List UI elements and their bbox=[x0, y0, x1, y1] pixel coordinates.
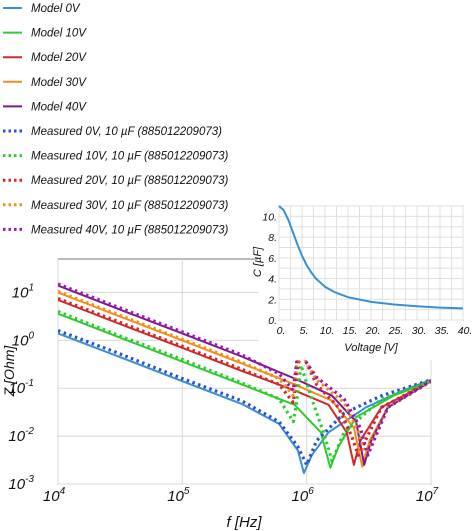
x-tick-label: 104 bbox=[43, 486, 66, 505]
y-tick-label: 100 bbox=[12, 330, 35, 349]
legend-label: Model 30V bbox=[31, 77, 87, 89]
legend-item: Measured 30V, 10 µF (885012209073) bbox=[3, 200, 229, 212]
inset-x-tick-label: 15. bbox=[343, 325, 358, 337]
legend-label: Model 0V bbox=[31, 3, 81, 15]
inset-x-tick-label: 35. bbox=[435, 325, 450, 337]
inset-x-tick-label: 25. bbox=[388, 325, 404, 337]
y-tick-labels: 10-3 10-2 10-1 100 101 bbox=[8, 282, 34, 493]
inset-x-tick-label: 0. bbox=[277, 325, 286, 337]
legend-item: Model 40V bbox=[3, 101, 87, 113]
inset-grid bbox=[278, 205, 464, 321]
inset-x-tick-labels: 0. 5. 10. 15. 20. 25. 30. 35. 40. bbox=[277, 325, 473, 337]
legend-label: Measured 30V, 10 µF (885012209073) bbox=[31, 200, 229, 212]
x-axis-label: f [Hz] bbox=[226, 514, 262, 531]
capacitance-inset-plot: 0. 5. 10. 15. 20. 25. 30. 35. 40. 0.2.4.6.8.10. … bbox=[252, 198, 472, 360]
legend-item: Model 10V bbox=[3, 28, 87, 40]
series-line-model-40v bbox=[58, 284, 431, 466]
legend-label: Measured 0V, 10 µF (885012209073) bbox=[31, 126, 222, 138]
series-line-model-20v bbox=[58, 298, 431, 466]
legend-item: Measured 20V, 10 µF (885012209073) bbox=[3, 175, 229, 187]
inset-x-tick-label: 5. bbox=[300, 325, 309, 337]
x-tick-label: 106 bbox=[292, 486, 315, 505]
legend-item: Measured 10V, 10 µF (885012209073) bbox=[3, 151, 229, 163]
legend-label: Measured 10V, 10 µF (885012209073) bbox=[31, 151, 229, 163]
legend-label: Model 20V bbox=[31, 52, 87, 64]
inset-x-tick-label: 10. bbox=[320, 325, 335, 337]
series-line-model-0v bbox=[58, 332, 431, 474]
series-line-measured-20v-10-f-885012209073 bbox=[58, 297, 431, 457]
legend-item: Model 20V bbox=[3, 52, 87, 64]
inset-y-tick-label: 0. bbox=[268, 315, 277, 327]
y-tick-label: 101 bbox=[12, 282, 34, 301]
inset-series-line bbox=[278, 205, 464, 310]
inset-y-tick-label: 6. bbox=[268, 253, 277, 265]
inset-x-tick-label: 30. bbox=[412, 325, 427, 337]
legend: Model 0V Model 10V Model 20V Model 30V Model… bbox=[3, 3, 229, 236]
legend-item: Measured 40V, 10 µF (885012209073) bbox=[3, 224, 229, 236]
inset-series-lines bbox=[278, 205, 464, 310]
y-tick-label: 10-2 bbox=[8, 426, 34, 445]
y-axis-label: Z [Ohm] bbox=[1, 345, 17, 398]
series-line-measured-0v-10-f-885012209073 bbox=[58, 329, 431, 467]
series-lines bbox=[58, 282, 431, 474]
inset-y-tick-label: 10. bbox=[262, 211, 277, 223]
inset-y-tick-label: 4. bbox=[268, 274, 277, 286]
legend-item: Measured 0V, 10 µF (885012209073) bbox=[3, 126, 222, 138]
legend-item: Model 0V bbox=[3, 3, 81, 15]
inset-y-tick-label: 2. bbox=[267, 294, 277, 306]
y-tick-label: 10-1 bbox=[8, 378, 34, 397]
inset-x-tick-label: 40. bbox=[458, 325, 473, 337]
x-tick-labels: 104 105 106 107 bbox=[43, 486, 439, 505]
legend-item: Model 30V bbox=[3, 77, 87, 89]
x-tick-label: 105 bbox=[167, 486, 190, 505]
y-tick-label: 10-3 bbox=[8, 474, 34, 493]
inset-y-axis-label: C [µF] bbox=[252, 246, 264, 277]
x-tick-label: 107 bbox=[416, 486, 439, 505]
legend-label: Measured 40V, 10 µF (885012209073) bbox=[31, 224, 229, 236]
inset-y-tick-labels: 0. 2. 4. 6. 8. 10. bbox=[262, 211, 277, 327]
legend-label: Measured 20V, 10 µF (885012209073) bbox=[31, 175, 229, 187]
legend-label: Model 40V bbox=[31, 101, 87, 113]
inset-x-axis-label: Voltage [V] bbox=[344, 342, 398, 354]
inset-y-tick-label: 8. bbox=[268, 232, 277, 244]
inset-x-tick-label: 20. bbox=[365, 325, 381, 337]
legend-label: Model 10V bbox=[31, 28, 87, 40]
